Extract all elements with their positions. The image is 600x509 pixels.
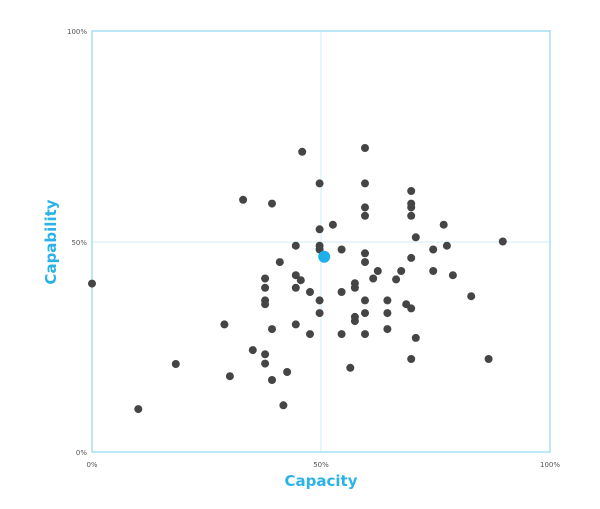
x-axis-title: Capacity <box>285 472 358 490</box>
data-point <box>306 288 314 296</box>
data-points <box>88 144 507 414</box>
data-point <box>361 296 369 305</box>
data-point <box>291 271 300 280</box>
data-point <box>407 211 416 220</box>
data-point <box>261 283 270 292</box>
plot-frame <box>91 30 551 453</box>
data-point <box>337 245 346 254</box>
data-point <box>261 359 270 368</box>
highlight-point-group <box>318 250 331 263</box>
data-point <box>407 355 416 363</box>
data-point <box>337 330 346 339</box>
data-point <box>350 317 359 326</box>
highlight-point <box>318 250 331 263</box>
x-tick-0: 0% <box>86 461 97 469</box>
data-point <box>315 296 324 305</box>
data-point <box>397 267 406 275</box>
y-axis-title: Capability <box>42 199 60 284</box>
data-point <box>407 203 416 212</box>
x-tick-100: 100% <box>540 461 560 469</box>
data-point <box>361 211 369 220</box>
data-point <box>291 320 300 329</box>
y-tick-0: 0% <box>76 449 87 457</box>
data-point <box>429 245 438 254</box>
data-point <box>298 147 307 156</box>
data-point <box>484 355 493 363</box>
data-point <box>283 368 292 376</box>
data-point <box>361 249 369 258</box>
data-point <box>315 309 324 318</box>
data-point <box>448 271 457 280</box>
data-point <box>268 376 276 384</box>
data-point <box>429 267 438 275</box>
data-point <box>239 195 248 204</box>
data-point <box>361 330 369 339</box>
data-point <box>328 220 337 229</box>
data-point <box>407 304 416 313</box>
data-point <box>279 401 288 410</box>
data-point <box>268 325 276 334</box>
data-point <box>261 350 270 359</box>
data-point <box>361 309 369 318</box>
data-point <box>442 241 451 250</box>
data-point <box>383 296 392 305</box>
data-point <box>407 187 416 195</box>
data-point <box>220 320 229 329</box>
data-point <box>411 333 420 342</box>
data-point <box>346 363 355 372</box>
data-point <box>315 179 324 188</box>
y-tick-100: 100% <box>67 28 87 36</box>
data-point <box>291 241 300 250</box>
data-point <box>88 279 96 288</box>
data-point <box>373 267 382 275</box>
data-point <box>383 325 392 334</box>
data-point <box>407 253 416 262</box>
data-point <box>361 144 369 152</box>
data-point <box>498 237 507 246</box>
x-tick-50: 50% <box>313 461 329 469</box>
data-point <box>261 300 270 309</box>
data-point <box>268 199 276 208</box>
data-point <box>392 275 401 284</box>
data-point <box>171 360 180 368</box>
data-point <box>248 346 257 355</box>
data-point <box>411 233 420 242</box>
data-point <box>275 258 284 267</box>
data-point <box>134 405 143 414</box>
data-point <box>291 283 300 292</box>
y-tick-50: 50% <box>71 239 87 247</box>
data-point <box>306 330 314 339</box>
data-point <box>261 274 270 283</box>
data-point <box>439 220 448 229</box>
data-point <box>225 372 234 381</box>
data-point <box>361 203 369 212</box>
data-point <box>361 179 369 188</box>
data-point <box>350 283 359 292</box>
data-point <box>369 274 378 283</box>
data-point <box>361 258 369 267</box>
data-point <box>296 276 305 285</box>
data-point <box>315 225 324 234</box>
data-point <box>337 288 346 296</box>
data-point <box>467 292 476 301</box>
data-point <box>383 309 392 318</box>
